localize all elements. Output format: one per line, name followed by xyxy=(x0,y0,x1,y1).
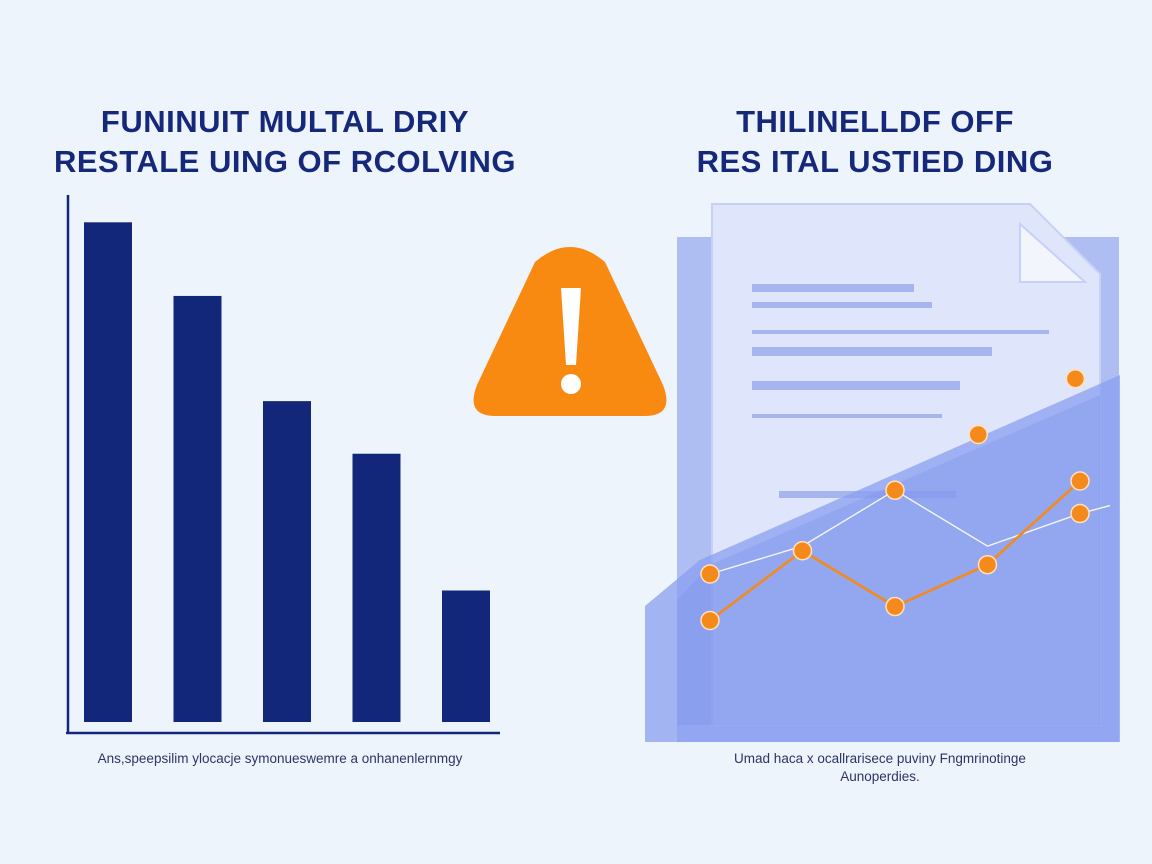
warning-exclamation-bar xyxy=(561,288,581,365)
white-series-point-1 xyxy=(700,564,720,584)
white-series-point-3 xyxy=(885,480,905,501)
bar-2 xyxy=(173,295,222,722)
orange-point-1 xyxy=(700,610,720,631)
bar-4 xyxy=(352,453,401,722)
top-point-2 xyxy=(1065,368,1086,389)
right-chart-caption: Umad haca x ocallrarisece puviny Fngmrin… xyxy=(650,750,1110,786)
right-chart-title: THILINELLDF OFF RES ITAL USTIED DING xyxy=(640,102,1110,182)
warning-exclamation-dot xyxy=(561,374,581,394)
bar-3 xyxy=(263,401,311,722)
line-point-group xyxy=(700,368,1090,631)
left-title-line-1: FUNINUIT MULTAL DRIY xyxy=(100,104,470,139)
document-icon xyxy=(645,203,1120,742)
top-point-1 xyxy=(968,424,988,445)
orange-point-3 xyxy=(885,596,905,617)
left-chart-title: FUNINUIT MULTAL DRIY RESTALE UING OF RCO… xyxy=(20,102,550,182)
chart-area-fill xyxy=(645,375,1120,742)
warning-triangle-icon xyxy=(473,247,667,416)
document-fold-corner xyxy=(1019,221,1088,283)
bar-5 xyxy=(442,590,490,722)
bar-chart xyxy=(66,195,500,735)
chart-area-fill-inner xyxy=(677,395,1100,725)
right-title-line-1: THILINELLDF OFF xyxy=(736,104,1014,139)
left-title-line-2: RESTALE UING OF RCOLVING xyxy=(53,144,517,179)
right-caption-line-2: Aunoperdies. xyxy=(840,769,920,784)
orange-point-5 xyxy=(1070,471,1090,491)
line-chart xyxy=(700,368,1111,631)
orange-point-2 xyxy=(792,541,813,561)
orange-point-4 xyxy=(977,554,998,575)
left-chart-caption: Ans,speepsilim ylocacje symonueswemre a … xyxy=(97,751,463,766)
right-caption-line-1: Umad haca x ocallrarisece puviny Fngmrin… xyxy=(734,751,1026,766)
right-title-line-2: RES ITAL USTIED DING xyxy=(696,144,1054,179)
bar-1 xyxy=(84,222,132,723)
bar-group xyxy=(84,222,490,723)
white-series-point-5 xyxy=(1070,503,1090,524)
